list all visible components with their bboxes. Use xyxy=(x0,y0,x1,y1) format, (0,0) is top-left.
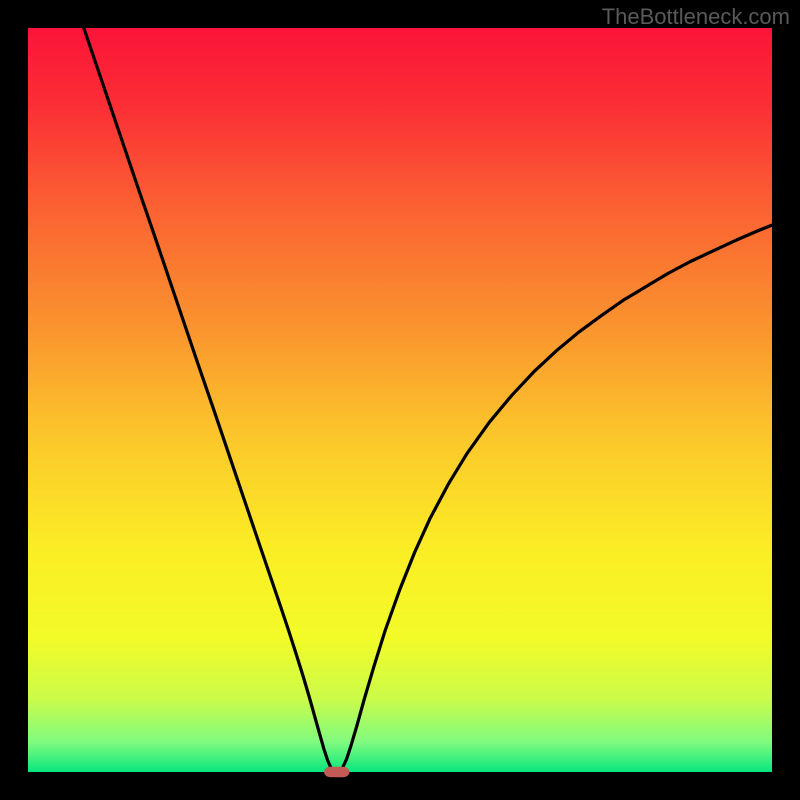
chart-container: TheBottleneck.com xyxy=(0,0,800,800)
chart-svg xyxy=(0,0,800,800)
minimum-marker xyxy=(324,767,349,777)
watermark-text: TheBottleneck.com xyxy=(602,4,790,30)
plot-background xyxy=(28,28,772,772)
